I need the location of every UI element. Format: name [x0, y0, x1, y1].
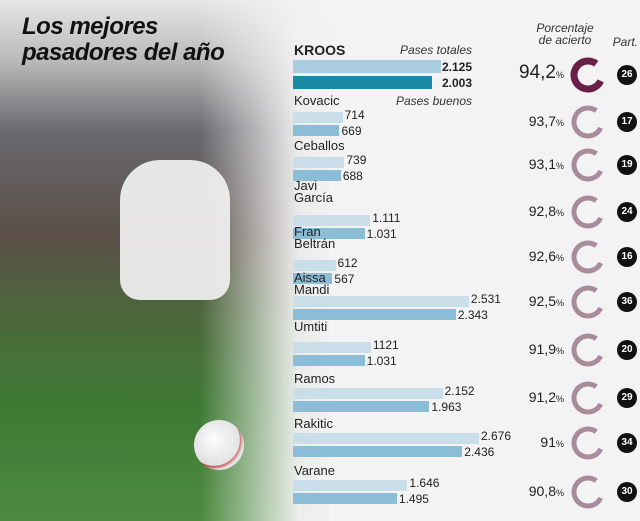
- value-total: 612: [337, 256, 358, 270]
- percent-sign: %: [555, 346, 564, 356]
- percent-sign: %: [555, 208, 564, 218]
- accuracy-ring-icon: [570, 104, 606, 140]
- percent-sign: %: [555, 439, 564, 449]
- matches-badge: 16: [617, 247, 637, 267]
- bar-good: [293, 125, 340, 136]
- accuracy-ring-icon: [570, 194, 606, 230]
- bar-total: [293, 433, 479, 444]
- value-good: 2.436: [464, 445, 495, 459]
- accuracy-ring-icon: [570, 425, 606, 461]
- matches-badge: 26: [617, 65, 637, 85]
- percent-sign: %: [555, 394, 564, 404]
- accuracy-ring-icon: [570, 147, 606, 183]
- matches-badge: 20: [617, 340, 637, 360]
- bar-total: [293, 296, 469, 307]
- percent-value: 93,7%: [528, 113, 564, 129]
- accuracy-ring-icon: [570, 284, 606, 320]
- value-total: 2.676: [480, 429, 511, 443]
- matches-badge: 29: [617, 388, 637, 408]
- header-percent: Porcentaje de acierto: [536, 21, 594, 47]
- bar-good: [293, 273, 333, 284]
- percent-value: 90,8%: [528, 483, 564, 499]
- accuracy-ring-icon: [570, 239, 606, 275]
- bar-good: [293, 170, 341, 181]
- percent-sign: %: [555, 161, 564, 171]
- accuracy-ring-icon: [570, 332, 606, 368]
- player-name: Javi García: [294, 178, 334, 205]
- percent-value: 94,2%: [519, 62, 564, 83]
- percent-sign: %: [555, 488, 564, 498]
- bar-total: [293, 388, 443, 399]
- bar-total: [293, 60, 441, 73]
- matches-badge: 30: [617, 482, 637, 502]
- player-name: Kovacic: [294, 93, 340, 108]
- value-good: 2.003: [441, 76, 472, 90]
- value-total: 1.111: [372, 211, 401, 225]
- value-total: 2.152: [444, 384, 475, 398]
- header-good: Pases buenos: [395, 94, 472, 108]
- value-good: 669: [341, 124, 362, 138]
- accuracy-ring-icon: [570, 57, 606, 93]
- matches-badge: 17: [617, 112, 637, 132]
- matches-badge: 19: [617, 155, 637, 175]
- value-total: 1121: [372, 338, 399, 352]
- value-total: 714: [344, 108, 365, 122]
- percent-value: 92,5%: [528, 293, 564, 309]
- value-total: 2.531: [470, 292, 501, 306]
- bar-total: [293, 260, 336, 271]
- bar-total: [293, 215, 371, 226]
- bar-total: [293, 480, 408, 491]
- header-part: Part.: [612, 35, 638, 49]
- bar-total: [293, 342, 371, 353]
- matches-badge: 34: [617, 433, 637, 453]
- matches-badge: 36: [617, 292, 637, 312]
- player-name: Umtiti: [294, 319, 328, 334]
- percent-value: 91,2%: [528, 389, 564, 405]
- player-name: Rakitic: [294, 416, 334, 431]
- bar-good: [293, 76, 433, 89]
- bar-total: [293, 157, 345, 168]
- percent-value: 92,8%: [528, 203, 564, 219]
- value-total: 1.646: [409, 476, 440, 490]
- value-good: 567: [334, 272, 355, 286]
- value-good: 1.495: [398, 492, 429, 506]
- bar-good: [293, 446, 463, 457]
- player-name: Ceballos: [294, 138, 345, 153]
- bar-good: [293, 493, 397, 504]
- accuracy-ring-icon: [570, 380, 606, 416]
- bar-good: [293, 401, 430, 412]
- page-title: Los mejores pasadores del año: [22, 13, 225, 66]
- percent-value: 92,6%: [528, 248, 564, 264]
- player-name: KROOS: [294, 42, 346, 58]
- bar-good: [293, 355, 365, 366]
- player-name: Varane: [294, 463, 335, 478]
- accuracy-ring-icon: [570, 474, 606, 510]
- header-total: Pases totales: [399, 43, 472, 57]
- percent-sign: %: [555, 118, 564, 128]
- value-total: 2.125: [441, 60, 472, 74]
- bar-total: [293, 112, 343, 123]
- value-total: 739: [346, 153, 367, 167]
- value-good: 688: [342, 169, 363, 183]
- player-name: Aissa Mandi: [294, 270, 330, 297]
- percent-sign: %: [555, 70, 564, 80]
- value-good: 1.031: [366, 354, 397, 368]
- player-name: Fran Beltrán: [294, 224, 336, 251]
- value-good: 2.343: [457, 308, 488, 322]
- percent-value: 91,9%: [528, 341, 564, 357]
- value-good: 1.963: [431, 400, 462, 414]
- percent-value: 91%: [540, 434, 564, 450]
- percent-value: 93,1%: [528, 156, 564, 172]
- percent-sign: %: [555, 253, 564, 263]
- bar-good: [293, 309, 456, 320]
- title-line-2: pasadores del año: [22, 39, 225, 66]
- title-line-1: Los mejores: [22, 13, 158, 40]
- value-good: 1.031: [366, 227, 397, 241]
- percent-sign: %: [555, 298, 564, 308]
- bar-good: [293, 228, 365, 239]
- matches-badge: 24: [617, 202, 637, 222]
- player-name: Ramos: [294, 371, 336, 386]
